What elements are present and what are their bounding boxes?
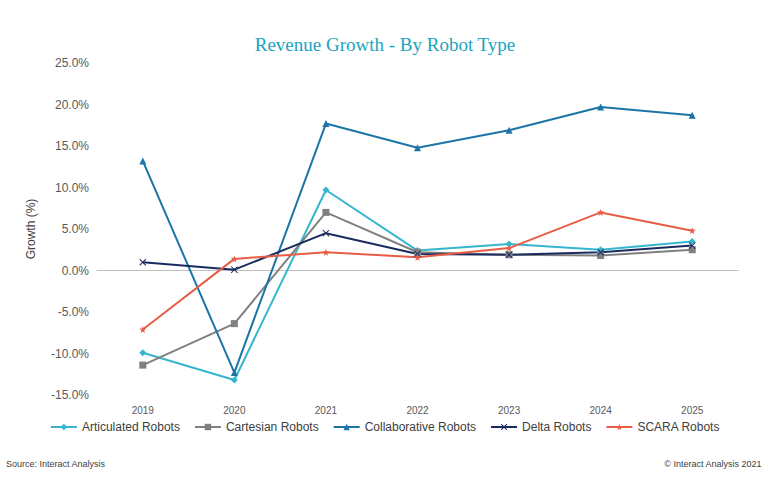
svg-text:Source: Interact Analysis: Source: Interact Analysis — [6, 459, 106, 469]
svg-text:-15.0%: -15.0% — [51, 388, 89, 402]
svg-text:2025: 2025 — [681, 405, 704, 416]
svg-text:Delta Robots: Delta Robots — [522, 420, 591, 434]
svg-text:-10.0%: -10.0% — [51, 347, 89, 361]
svg-text:2024: 2024 — [590, 405, 613, 416]
svg-text:© Interact Analysis 2021: © Interact Analysis 2021 — [664, 459, 761, 469]
svg-text:10.0%: 10.0% — [55, 181, 89, 195]
svg-text:Cartesian Robots: Cartesian Robots — [226, 420, 319, 434]
svg-text:5.0%: 5.0% — [62, 222, 90, 236]
svg-text:SCARA Robots: SCARA Robots — [637, 420, 719, 434]
svg-text:25.0%: 25.0% — [55, 56, 89, 70]
svg-text:20.0%: 20.0% — [55, 98, 89, 112]
svg-text:0.0%: 0.0% — [62, 264, 90, 278]
svg-text:Collaborative Robots: Collaborative Robots — [365, 420, 476, 434]
svg-text:2020: 2020 — [223, 405, 246, 416]
svg-text:-5.0%: -5.0% — [58, 305, 90, 319]
svg-text:15.0%: 15.0% — [55, 139, 89, 153]
svg-text:2023: 2023 — [498, 405, 521, 416]
svg-text:Revenue Growth - By Robot Type: Revenue Growth - By Robot Type — [255, 34, 516, 55]
svg-text:Growth (%): Growth (%) — [24, 199, 38, 260]
svg-text:2022: 2022 — [406, 405, 429, 416]
svg-text:2021: 2021 — [315, 405, 338, 416]
svg-text:Articulated Robots: Articulated Robots — [82, 420, 180, 434]
svg-text:2019: 2019 — [132, 405, 155, 416]
